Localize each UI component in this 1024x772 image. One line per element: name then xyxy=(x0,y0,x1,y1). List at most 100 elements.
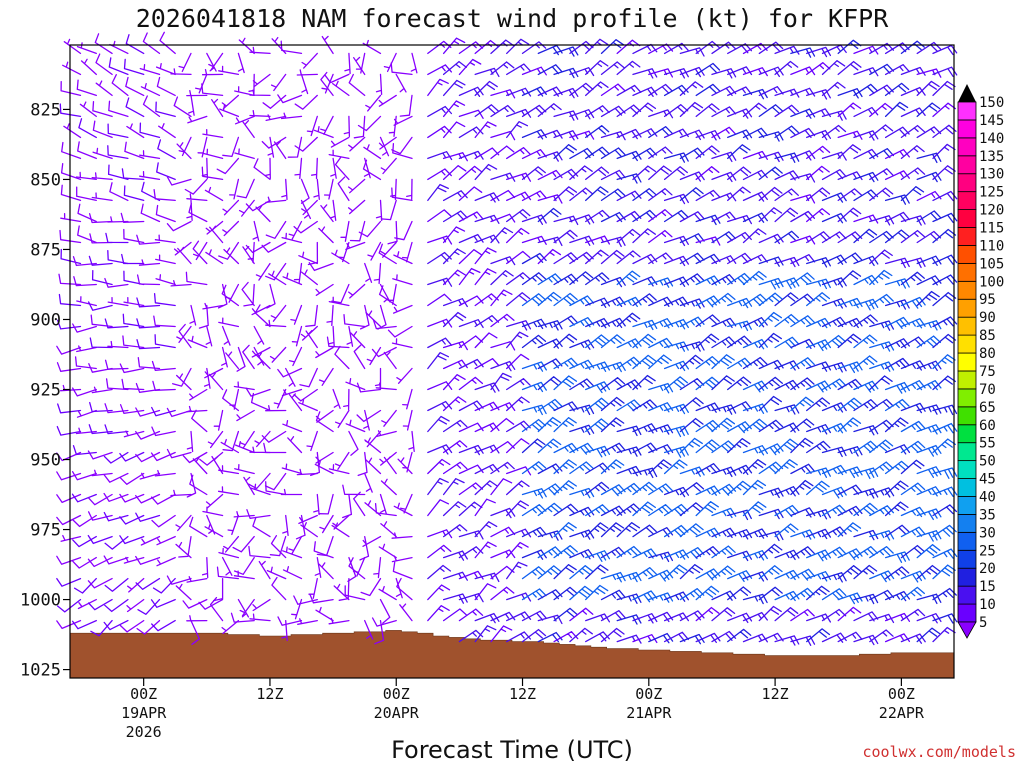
wind-barb xyxy=(137,598,161,615)
wind-barb xyxy=(458,295,484,307)
wind-barb xyxy=(297,618,318,625)
wind-barb xyxy=(305,304,318,327)
wind-barb xyxy=(663,209,689,223)
wind-barb xyxy=(585,60,609,76)
wind-barb xyxy=(153,293,176,307)
colorbar-label: 130 xyxy=(979,167,1004,183)
wind-barb xyxy=(442,79,466,97)
wind-barb xyxy=(600,442,626,454)
wind-barb xyxy=(243,283,255,307)
wind-barb xyxy=(187,335,208,349)
wind-barb xyxy=(218,547,240,559)
wind-barb xyxy=(884,480,909,496)
wind-barb xyxy=(236,409,255,422)
wind-barb xyxy=(389,178,397,201)
wind-barb xyxy=(298,398,318,412)
wind-barb xyxy=(282,420,303,433)
wind-barb xyxy=(104,277,129,288)
wind-barb xyxy=(345,241,366,251)
wind-barb xyxy=(364,262,373,283)
wind-barb xyxy=(330,136,350,148)
colorbar-swatch xyxy=(957,352,977,372)
wind-barb xyxy=(280,112,303,120)
wind-barb xyxy=(900,360,926,371)
wind-barb xyxy=(186,615,208,622)
wind-barb xyxy=(884,316,910,329)
wind-barb xyxy=(151,360,176,371)
wind-barb xyxy=(869,629,894,643)
wind-barb xyxy=(442,440,468,454)
wind-barb xyxy=(104,535,129,550)
wind-barb xyxy=(695,632,721,644)
wind-barb xyxy=(695,62,721,76)
wind-barb xyxy=(900,336,926,349)
wind-barb xyxy=(427,415,450,433)
wind-barb xyxy=(774,459,798,475)
wind-barb xyxy=(236,178,255,199)
wind-barb xyxy=(600,396,625,412)
wind-barb xyxy=(837,397,862,412)
wind-barb xyxy=(742,293,768,307)
wind-barb xyxy=(331,283,350,304)
wind-barb xyxy=(474,358,500,370)
wind-barb xyxy=(506,631,532,643)
wind-barb xyxy=(155,62,176,76)
wind-barb xyxy=(222,430,240,452)
wind-barb xyxy=(267,136,275,158)
wind-barb xyxy=(109,182,129,202)
wind-barb xyxy=(742,270,767,286)
wind-barb xyxy=(442,248,466,265)
wind-barb xyxy=(727,108,753,119)
wind-barb xyxy=(506,250,531,265)
wind-barb xyxy=(320,204,334,223)
wind-barb xyxy=(108,100,129,118)
wind-barb xyxy=(900,229,926,244)
wind-barb xyxy=(80,58,97,76)
wind-barb xyxy=(378,285,397,307)
wind-barb xyxy=(900,482,926,496)
wind-barb xyxy=(553,522,577,538)
wind-barb xyxy=(264,157,271,180)
wind-barb xyxy=(916,360,942,371)
wind-barb xyxy=(916,444,942,457)
wind-barb xyxy=(222,220,240,237)
wind-barb xyxy=(238,199,255,217)
wind-barb xyxy=(537,530,563,541)
wind-barb xyxy=(806,187,831,202)
wind-barb xyxy=(332,80,350,97)
wind-barb xyxy=(189,388,208,401)
wind-barb xyxy=(391,555,413,563)
wind-barb xyxy=(358,220,382,238)
wind-barb xyxy=(774,404,800,415)
wind-barb xyxy=(229,178,240,200)
wind-barb xyxy=(884,524,910,538)
wind-barb xyxy=(837,631,863,643)
wind-barb xyxy=(806,380,832,393)
wind-barb xyxy=(537,376,562,391)
wind-barb xyxy=(315,606,334,622)
wind-barb xyxy=(553,564,577,580)
wind-barb xyxy=(442,340,468,351)
wind-barb xyxy=(378,94,397,107)
wind-barb xyxy=(427,318,453,328)
wind-barb xyxy=(234,115,255,125)
wind-barb xyxy=(427,151,453,161)
wind-barb xyxy=(790,568,816,581)
wind-barb xyxy=(600,589,626,601)
wind-barb xyxy=(648,382,674,394)
wind-barb xyxy=(458,464,484,475)
wind-barb xyxy=(742,459,767,475)
wind-barb xyxy=(269,535,287,557)
wind-barb xyxy=(585,249,609,265)
wind-barb xyxy=(135,493,161,504)
wind-barb xyxy=(75,427,97,435)
wind-barb xyxy=(869,215,895,226)
wind-barb xyxy=(150,451,176,462)
wind-barb xyxy=(296,468,318,476)
wind-barb xyxy=(663,549,690,560)
wind-barb xyxy=(158,123,176,139)
wind-barb xyxy=(711,126,737,139)
wind-barb xyxy=(774,379,800,391)
wind-barb xyxy=(442,60,467,76)
wind-barb xyxy=(427,564,452,580)
